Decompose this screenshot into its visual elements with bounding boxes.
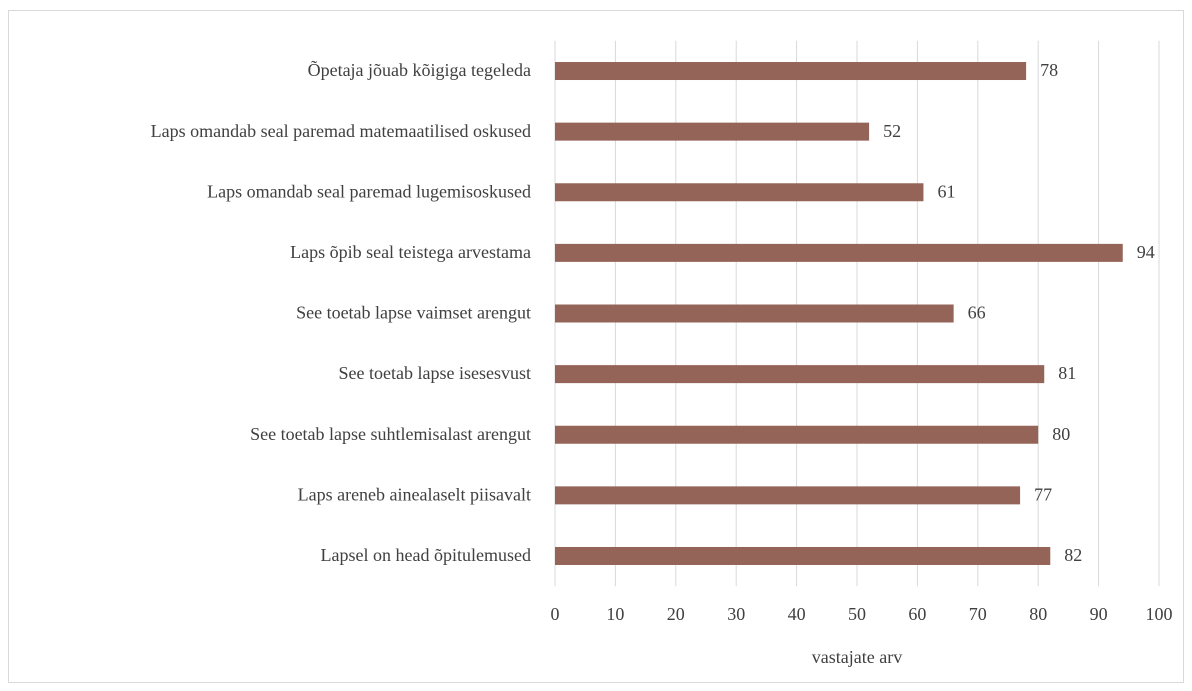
y-tick-label: Laps omandab seal paremad matemaatilised…: [151, 121, 531, 141]
x-tick-label: 0: [551, 604, 560, 624]
bar: [555, 304, 954, 323]
value-label: 80: [1052, 424, 1070, 444]
x-tick-label: 10: [606, 604, 624, 624]
y-tick-label: See toetab lapse vaimset arengut: [296, 303, 531, 323]
y-tick-label: Lapsel on head õpitulemused: [321, 545, 531, 565]
value-label: 77: [1034, 484, 1052, 504]
y-tick-label: Õpetaja jõuab kõigiga tegeleda: [308, 59, 531, 80]
x-tick-label: 20: [667, 604, 685, 624]
y-tick-label: See toetab lapse isesesvust: [339, 363, 531, 383]
bar: [555, 183, 924, 202]
bar: [555, 122, 870, 141]
x-tick-label: 100: [1146, 604, 1173, 624]
x-tick-label: 70: [969, 604, 987, 624]
value-label: 61: [937, 181, 955, 201]
bar: [555, 243, 1123, 262]
bar: [555, 425, 1039, 444]
value-label: 81: [1058, 363, 1076, 383]
x-tick-label: 80: [1029, 604, 1047, 624]
chart-border: [8, 10, 1184, 683]
bar: [555, 62, 1027, 81]
x-axis-label: vastajate arv: [812, 647, 902, 667]
value-label: 52: [883, 121, 901, 141]
y-tick-label: Laps õpib seal teistega arvestama: [290, 242, 531, 262]
value-label: 78: [1040, 60, 1058, 80]
bar: [555, 546, 1051, 565]
x-tick-label: 40: [788, 604, 806, 624]
bar: [555, 365, 1045, 384]
value-label: 94: [1137, 242, 1155, 262]
value-label: 66: [968, 303, 986, 323]
x-tick-label: 30: [727, 604, 745, 624]
x-tick-label: 50: [848, 604, 866, 624]
bar: [555, 486, 1021, 505]
x-tick-label: 90: [1090, 604, 1108, 624]
y-tick-label: See toetab lapse suhtlemisalast arengut: [250, 424, 531, 444]
y-tick-label: Laps areneb ainealaselt piisavalt: [298, 484, 531, 504]
value-label: 82: [1064, 545, 1082, 565]
y-tick-label: Laps omandab seal paremad lugemisoskused: [207, 181, 531, 201]
x-tick-label: 60: [908, 604, 926, 624]
